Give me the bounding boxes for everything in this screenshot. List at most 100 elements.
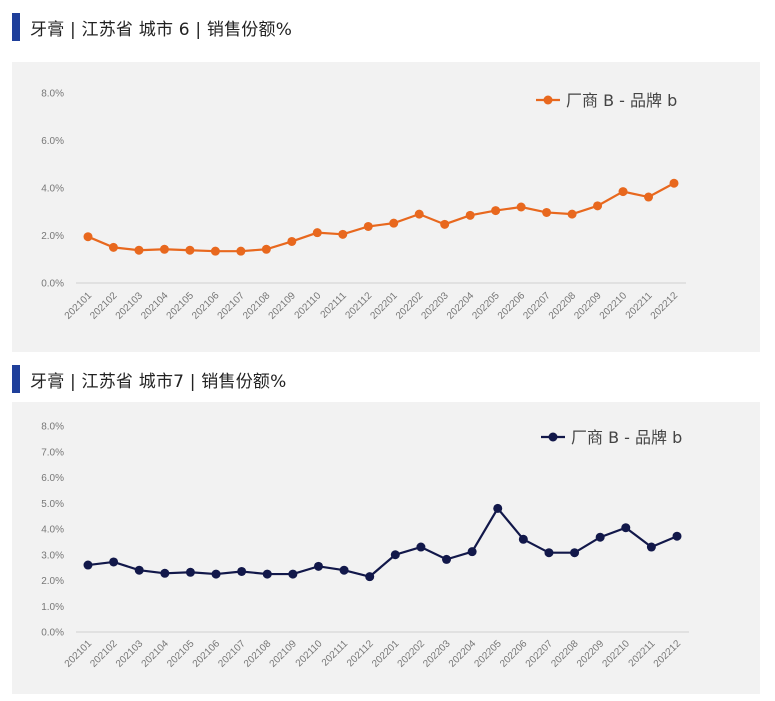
series-line bbox=[87, 182, 675, 253]
x-tick-label: 202105 bbox=[165, 290, 197, 322]
data-point bbox=[262, 569, 272, 579]
y-tick-label: 8.0% bbox=[41, 89, 64, 100]
x-tick-label: 202208 bbox=[549, 638, 581, 670]
chart2-title-accent bbox=[12, 365, 20, 393]
data-point bbox=[288, 569, 298, 579]
y-tick-label: 0.0% bbox=[41, 279, 64, 290]
x-tick-label: 202105 bbox=[165, 638, 197, 670]
data-point bbox=[672, 531, 682, 541]
x-tick-label: 202205 bbox=[470, 290, 502, 322]
y-tick-label: 2.0% bbox=[41, 576, 64, 587]
legend: 厂商 B - 品牌 b bbox=[536, 91, 677, 110]
data-point bbox=[83, 560, 93, 570]
x-tick-label: 202209 bbox=[575, 638, 607, 670]
y-tick-label: 8.0% bbox=[41, 422, 64, 433]
data-point bbox=[236, 246, 246, 256]
x-tick-label: 202108 bbox=[241, 290, 273, 322]
data-point bbox=[570, 548, 580, 558]
series-line bbox=[87, 506, 678, 578]
chart1-title-accent bbox=[12, 13, 20, 41]
y-tick-label: 1.0% bbox=[41, 602, 64, 613]
data-point bbox=[491, 206, 501, 216]
x-tick-label: 202205 bbox=[472, 638, 504, 670]
x-tick-label: 202107 bbox=[216, 638, 248, 670]
x-tick-label: 202107 bbox=[216, 290, 248, 322]
data-point bbox=[542, 207, 552, 217]
x-tick-label: 202101 bbox=[63, 638, 95, 670]
y-tick-label: 5.0% bbox=[41, 499, 64, 510]
data-point bbox=[465, 210, 475, 220]
x-tick-label: 202203 bbox=[419, 290, 451, 322]
y-tick-label: 2.0% bbox=[41, 231, 64, 242]
chart2-svg: 0.0% 1.0% 2.0% 3.0% 4.0% 5.0% 6.0% 7.0% 8.0% 2021… bbox=[41, 422, 689, 670]
x-tick-label: 202111 bbox=[320, 638, 351, 669]
data-point bbox=[621, 523, 631, 533]
data-point bbox=[312, 228, 322, 238]
data-point bbox=[644, 192, 654, 202]
x-tick-label: 202207 bbox=[521, 290, 553, 322]
x-tick-label: 202109 bbox=[267, 290, 299, 322]
x-tick-label: 202202 bbox=[394, 290, 426, 322]
x-tick-label: 202206 bbox=[498, 638, 530, 670]
y-tick-label: 3.0% bbox=[41, 550, 64, 561]
data-point bbox=[363, 221, 373, 231]
x-tick-label: 202104 bbox=[140, 638, 172, 670]
data-point bbox=[109, 557, 119, 567]
data-point bbox=[593, 201, 603, 211]
y-tick-label: 4.0% bbox=[41, 184, 64, 195]
x-tick-label: 202212 bbox=[652, 638, 684, 670]
x-tick-label: 202204 bbox=[447, 638, 479, 670]
x-tick-label: 202212 bbox=[649, 290, 681, 322]
legend-label: 厂商 B - 品牌 b bbox=[571, 428, 682, 447]
x-tick-label: 202110 bbox=[293, 290, 324, 321]
x-tick-label: 202103 bbox=[114, 638, 146, 670]
data-point bbox=[159, 244, 169, 254]
y-tick-label: 6.0% bbox=[41, 136, 64, 147]
data-point bbox=[389, 218, 399, 228]
x-tick-label: 202108 bbox=[242, 638, 274, 670]
data-point bbox=[390, 550, 400, 560]
data-point bbox=[516, 202, 526, 212]
chart2-title: 牙膏 | 江苏省 城市7 | 销售份额% bbox=[30, 371, 287, 392]
data-point bbox=[237, 566, 247, 576]
x-tick-label: 202103 bbox=[114, 290, 146, 322]
x-tick-label: 202104 bbox=[139, 290, 171, 322]
data-point bbox=[416, 542, 426, 552]
y-tick-label: 4.0% bbox=[41, 525, 64, 536]
data-point bbox=[160, 568, 170, 578]
data-point bbox=[338, 229, 348, 239]
x-tick-label: 202207 bbox=[524, 638, 556, 670]
data-point bbox=[467, 547, 477, 557]
x-tick-label: 202203 bbox=[421, 638, 453, 670]
x-tick-label: 202102 bbox=[88, 638, 120, 670]
legend-marker-icon bbox=[548, 432, 558, 442]
legend-marker-icon bbox=[543, 95, 553, 105]
x-tick-label: 202111 bbox=[319, 290, 350, 321]
x-tick-label: 202204 bbox=[445, 290, 477, 322]
chart1-panel: 0.0% 2.0% 4.0% 6.0% 8.0% 202101 202102 202103 20… bbox=[12, 62, 760, 352]
x-tick-label: 202110 bbox=[294, 638, 325, 669]
data-point bbox=[595, 532, 605, 542]
x-tick-label: 202101 bbox=[63, 290, 95, 322]
data-point bbox=[669, 178, 679, 188]
data-point bbox=[211, 569, 221, 579]
x-tick-label: 202102 bbox=[88, 290, 120, 322]
data-point bbox=[287, 236, 297, 246]
data-point bbox=[339, 565, 349, 575]
x-tick-label: 202106 bbox=[191, 638, 223, 670]
data-point bbox=[134, 565, 144, 575]
data-point bbox=[442, 554, 452, 564]
data-point bbox=[185, 567, 195, 577]
data-point bbox=[414, 209, 424, 219]
data-point bbox=[210, 246, 220, 256]
chart1-svg: 0.0%2.0%4.0%6.0%8.0%20210120210220210320… bbox=[41, 89, 686, 322]
data-point bbox=[567, 209, 577, 219]
legend: 厂商 B - 品牌 b bbox=[541, 428, 682, 447]
data-point bbox=[108, 242, 118, 252]
y-tick-label: 0.0% bbox=[41, 628, 64, 639]
chart2-title-row: 牙膏 | 江苏省 城市7 | 销售份额% bbox=[12, 364, 286, 394]
x-tick-label: 202106 bbox=[190, 290, 222, 322]
legend-label: 厂商 B - 品牌 b bbox=[566, 91, 677, 110]
data-point bbox=[261, 244, 271, 254]
data-point bbox=[134, 245, 144, 255]
